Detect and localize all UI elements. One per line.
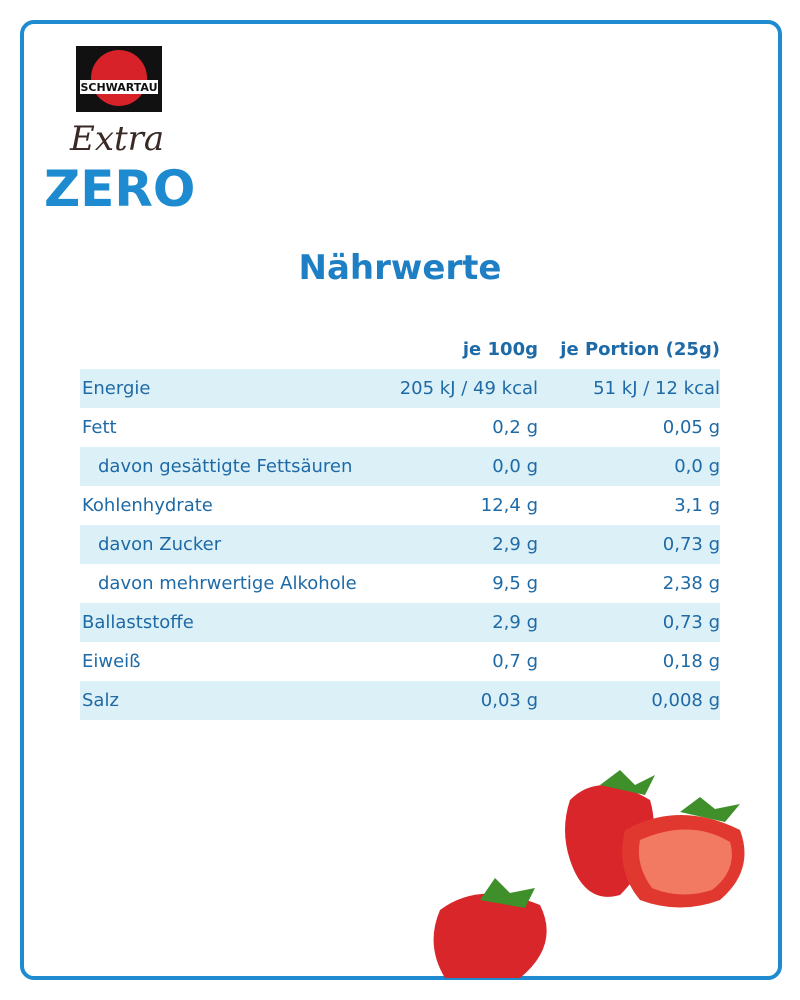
row-label: Fett xyxy=(82,417,117,438)
row-label: davon Zucker xyxy=(98,534,222,555)
table-row: Energie 205 kJ / 49 kcal 51 kJ / 12 kcal xyxy=(80,369,720,408)
row-label: Energie xyxy=(82,378,151,399)
row-label: Ballaststoffe xyxy=(82,612,194,633)
table-row: davon gesättigte Fettsäuren 0,0 g 0,0 g xyxy=(80,447,720,486)
logo-extra: Extra xyxy=(69,119,164,159)
value-per-portion: 2,38 g xyxy=(662,573,720,594)
table-row: davon mehrwertige Alkohole 9,5 g 2,38 g xyxy=(80,564,720,603)
table-row: Salz 0,03 g 0,008 g xyxy=(80,681,720,720)
value-per-portion: 0,73 g xyxy=(662,612,720,633)
value-per-100g: 0,7 g xyxy=(492,651,538,672)
logo-circle xyxy=(91,50,147,106)
value-per-portion: 51 kJ / 12 kcal xyxy=(593,378,720,399)
value-per-100g: 0,03 g xyxy=(480,690,538,711)
row-label: Kohlenhydrate xyxy=(82,495,213,516)
logo-brand: SCHWARTAU xyxy=(80,81,157,94)
value-per-portion: 0,05 g xyxy=(662,417,720,438)
logo-zero: ZERO xyxy=(44,160,195,218)
table-row: Ballaststoffe 2,9 g 0,73 g xyxy=(80,603,720,642)
table-row: Fett 0,2 g 0,05 g xyxy=(80,408,720,447)
nutrition-table: je 100g je Portion (25g) Energie 205 kJ /… xyxy=(80,330,720,720)
value-per-portion: 0,0 g xyxy=(674,456,720,477)
row-label: Salz xyxy=(82,690,119,711)
header-row: je 100g je Portion (25g) xyxy=(80,330,720,369)
title: Nährwerte xyxy=(298,248,502,288)
value-per-100g: 9,5 g xyxy=(492,573,538,594)
value-per-100g: 0,2 g xyxy=(492,417,538,438)
table-row: Eiweiß 0,7 g 0,18 g xyxy=(80,642,720,681)
value-per-100g: 205 kJ / 49 kcal xyxy=(399,378,538,399)
header-cell: je Portion (25g) xyxy=(560,339,720,360)
row-label: davon mehrwertige Alkohole xyxy=(98,573,357,594)
table-row: Kohlenhydrate 12,4 g 3,1 g xyxy=(80,486,720,525)
value-per-portion: 0,73 g xyxy=(662,534,720,555)
header-cell: je 100g xyxy=(462,339,538,360)
value-per-100g: 2,9 g xyxy=(492,612,538,633)
value-per-100g: 0,0 g xyxy=(492,456,538,477)
row-label: davon gesättigte Fettsäuren xyxy=(98,456,353,477)
value-per-100g: 2,9 g xyxy=(492,534,538,555)
table-row: davon Zucker 2,9 g 0,73 g xyxy=(80,525,720,564)
value-per-portion: 0,008 g xyxy=(651,690,720,711)
value-per-100g: 12,4 g xyxy=(480,495,538,516)
value-per-portion: 0,18 g xyxy=(662,651,720,672)
logo-band xyxy=(80,80,158,94)
frame xyxy=(20,20,782,980)
value-per-portion: 3,1 g xyxy=(674,495,720,516)
strawberries xyxy=(433,770,745,978)
row-label: Eiweiß xyxy=(82,651,141,672)
